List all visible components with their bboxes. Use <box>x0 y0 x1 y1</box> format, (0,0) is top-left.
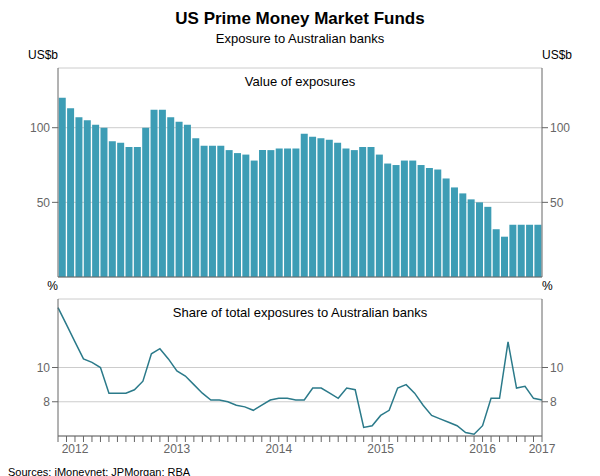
svg-text:2014: 2014 <box>265 442 292 456</box>
html-text:Share of total exposures to Au: Share of total exposures to Australian b… <box>172 305 428 320</box>
svg-text:50: 50 <box>37 196 51 210</box>
svg-text:2012: 2012 <box>62 442 89 456</box>
svg-text:100: 100 <box>30 121 50 135</box>
svg-text:2013: 2013 <box>164 442 191 456</box>
html-text:US$b: US$b <box>542 48 572 62</box>
html-text:US$b: US$b <box>28 48 58 62</box>
svg-text:2016: 2016 <box>469 442 496 456</box>
svg-text:2017: 2017 <box>529 442 556 456</box>
html-text:Exposure to Australian banks: Exposure to Australian banks <box>215 31 385 46</box>
svg-text:50: 50 <box>550 196 564 210</box>
svg-text:10: 10 <box>550 361 564 375</box>
html-text:US Prime Money Market Funds: US Prime Money Market Funds <box>175 9 425 28</box>
svg-text:2015: 2015 <box>367 442 394 456</box>
html-text:Value of exposures: Value of exposures <box>244 74 356 89</box>
svg-text:8: 8 <box>550 395 557 409</box>
svg-text:8: 8 <box>43 395 50 409</box>
svg-text:10: 10 <box>37 361 51 375</box>
svg-text:100: 100 <box>550 121 570 135</box>
